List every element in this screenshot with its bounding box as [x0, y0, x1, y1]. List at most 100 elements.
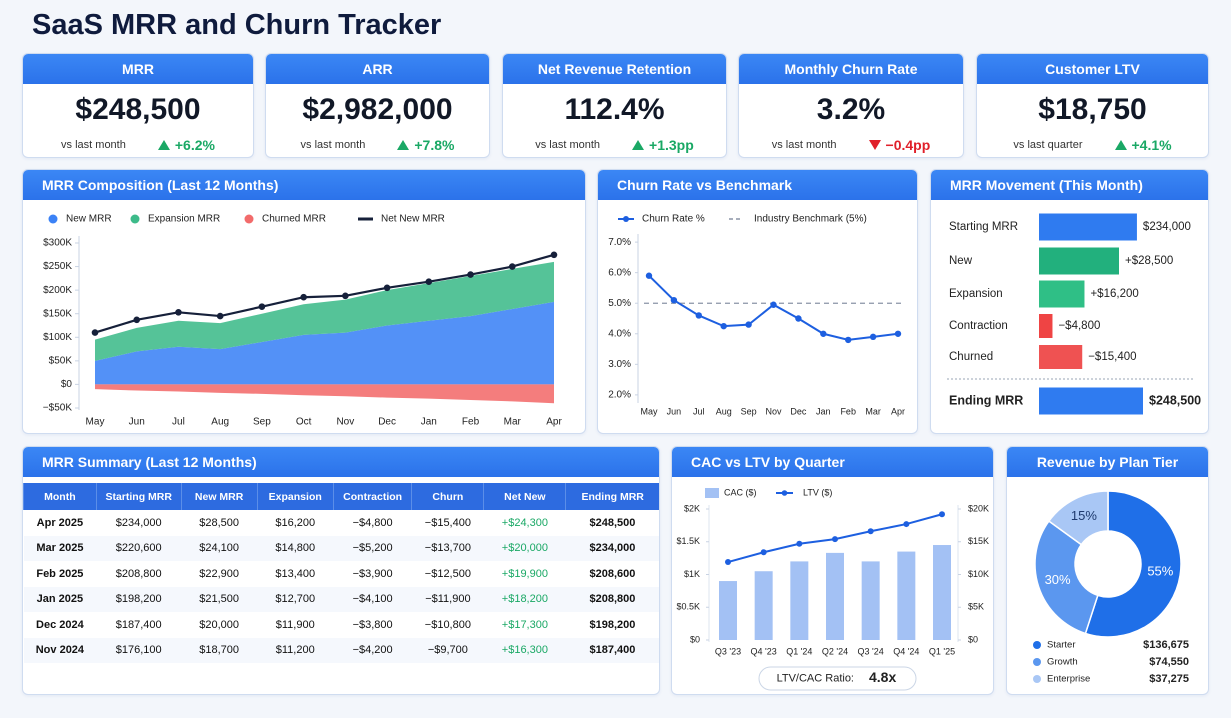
legend-label: LTV ($) [803, 487, 832, 497]
line [94, 253, 555, 334]
card-title: Revenue by Plan Tier [1007, 447, 1208, 477]
x-tick-label: Jan [421, 417, 437, 428]
bar [861, 561, 880, 640]
table-cell: $16,200 [275, 516, 316, 529]
table-cell: $208,800 [115, 567, 162, 580]
table-cell: −$13,700 [411, 535, 484, 561]
y-tick-label: $50K [49, 355, 73, 366]
table-cell: Dec 2024 [36, 618, 84, 631]
point [939, 511, 945, 518]
legend-amount: $136,675 [1143, 639, 1189, 651]
value-label: +$28,500 [1125, 255, 1173, 267]
x-tick-label: Aug [716, 406, 732, 416]
point [760, 549, 767, 556]
kpi-value: 3.2% [816, 93, 886, 126]
table-cell: −$3,800 [352, 618, 393, 631]
table-cell: Mar 2025 [23, 535, 97, 561]
table-cell: $11,200 [257, 637, 334, 663]
table-row: Jan 2025 $198,200 $21,500 $12,700 −$4,100 −$1… [23, 586, 659, 612]
y-tick-label: $0 [690, 634, 700, 644]
value-label: +$16,200 [1090, 288, 1138, 300]
table-cell: $234,000 [565, 535, 659, 561]
point [820, 330, 827, 337]
table-cell: −$3,900 [352, 567, 393, 580]
x-tick-label: Mar [865, 406, 881, 416]
slice-label: 55% [1147, 564, 1173, 579]
bar [1039, 345, 1083, 369]
point [695, 312, 702, 319]
ratio-label: LTV/CAC Ratio: [777, 672, 854, 684]
y-tick-label: 2.0% [608, 390, 631, 401]
bar [1039, 280, 1085, 308]
table-cell: $187,400 [115, 618, 162, 631]
point [425, 278, 433, 285]
kpi-title: MRR [23, 54, 253, 84]
legend-amount: $74,550 [1149, 656, 1189, 668]
category-label: Contraction [949, 320, 1008, 332]
y-tick-label: 6.0% [608, 267, 631, 278]
table-cell: $220,600 [96, 535, 182, 561]
x-tick-label: Nov [765, 406, 782, 416]
card-title: MRR Composition (Last 12 Months) [23, 170, 585, 200]
donut-slice [1084, 490, 1182, 638]
point [342, 292, 349, 300]
point [867, 528, 874, 535]
x-tick-label: Q1 '24 [786, 646, 812, 656]
page-title: SaaS MRR and Churn Tracker [32, 9, 442, 41]
table-cell: $176,100 [96, 637, 182, 663]
y-tick-label: $1K [684, 569, 700, 579]
value-label: −$4,800 [1058, 320, 1100, 332]
kpi-comparison: vs last month [535, 139, 601, 151]
table-cell: −$4,200 [333, 637, 412, 663]
y-tick-label: $300K [43, 238, 72, 249]
x-tick-label: Jun [667, 406, 682, 416]
x-tick-label: Jan [816, 406, 831, 416]
table-cell: $14,800 [257, 535, 334, 561]
x-tick-label: Jul [693, 406, 705, 416]
category-label: Churned [949, 351, 993, 363]
table-cell: $187,400 [565, 637, 659, 663]
point [645, 272, 653, 279]
legend-marker [705, 488, 719, 498]
ratio-value: 4.8x [869, 669, 896, 685]
y-tick-label: $0 [61, 379, 73, 390]
y2-tick-label: $15K [968, 536, 989, 546]
x-tick-label: Dec [378, 417, 396, 428]
point [216, 312, 224, 320]
point [795, 315, 802, 322]
point [725, 559, 731, 566]
legend-marker [781, 490, 788, 496]
table-cell: $248,500 [589, 516, 636, 529]
table-cell: $12,700 [257, 586, 334, 612]
table-head: Month Starting MRR New MRR Expansion Contrac… [23, 483, 659, 510]
kpi-value: $2,982,000 [302, 93, 453, 126]
legend-amount: $37,275 [1149, 673, 1189, 685]
point [869, 333, 877, 341]
table-cell: $20,000 [199, 618, 239, 631]
chart: 2.0% 3.0% 4.0% 5.0% 6.0% 7.0% May Jun Jul Aug Sep N… [608, 214, 905, 417]
chart-card: Revenue by Plan Tier 55% Starter $136,675 30… [1006, 446, 1209, 695]
kpi-compare-row: vs last month +6.2% [23, 137, 253, 153]
column-header: Churn [411, 483, 484, 510]
table-row: Nov 2024 $176,100 $18,700 $11,200 −$4,200 −$9… [23, 637, 659, 663]
x-tick-label: Q3 '23 [715, 646, 741, 656]
ratio-pill [758, 666, 917, 691]
trend-arrow [397, 140, 410, 150]
x-tick-label: Mar [504, 417, 522, 428]
table-cell: Feb 2025 [36, 567, 84, 580]
column-header: Contraction [332, 483, 412, 510]
value-label: $248,500 [1149, 393, 1201, 407]
value-label: $234,000 [1143, 221, 1191, 233]
x-tick-label: Jun [129, 417, 145, 428]
x-tick-label: Apr [546, 417, 562, 428]
legend-label: CAC ($) [724, 487, 757, 497]
kpi-compare-row: vs last month −0.4pp [739, 137, 963, 153]
slice-label: 15% [1071, 508, 1097, 523]
kpi-compare-row: vs last quarter +4.1% [977, 137, 1208, 153]
bar [1039, 213, 1137, 241]
legend-label: Starter [1047, 640, 1076, 651]
table-cell: −$11,900 [411, 586, 484, 612]
table-row: Apr 2025 $234,000 $28,500 $16,200 −$4,800 −$1… [24, 510, 660, 536]
area [95, 301, 554, 385]
